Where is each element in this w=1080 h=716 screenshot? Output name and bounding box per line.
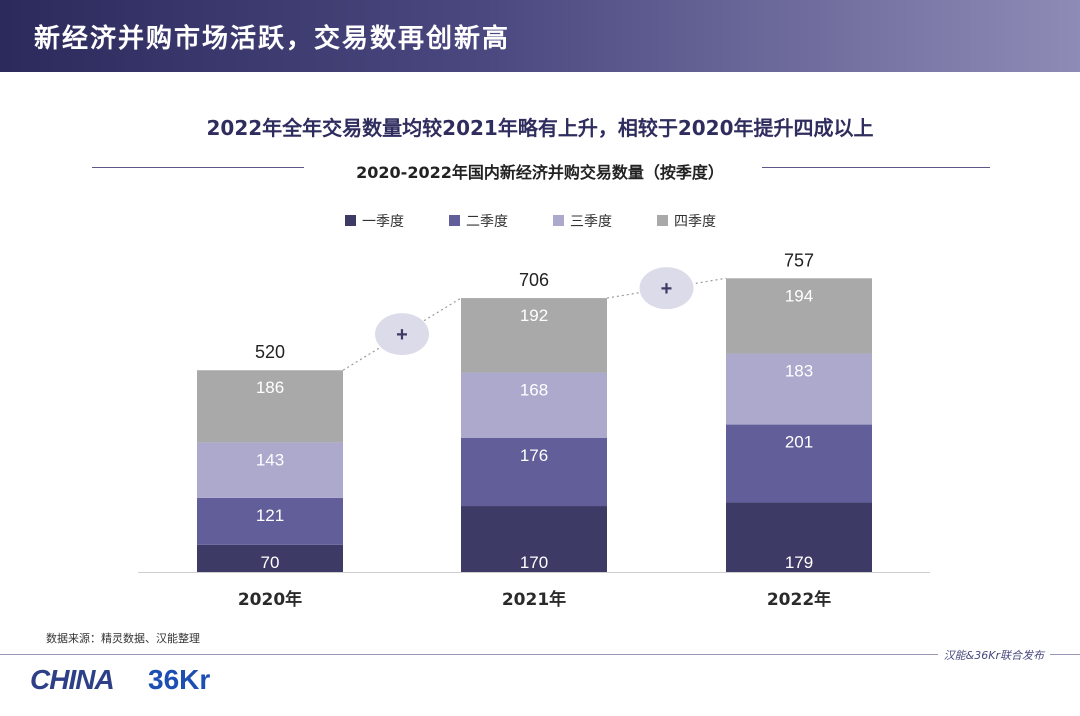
- total-label-3: 757: [784, 250, 814, 270]
- data-label-1-2: 121: [256, 506, 284, 525]
- title-divider-left: [92, 167, 304, 168]
- legend-label-1: 一季度: [362, 214, 404, 230]
- bar-segment-1-2: [197, 497, 343, 545]
- data-label-1-1: 70: [261, 553, 280, 572]
- bar-segment-1-3: [197, 442, 343, 498]
- data-label-1-3: 143: [256, 450, 284, 469]
- legend-label-4: 四季度: [674, 214, 716, 230]
- total-label-2: 706: [519, 270, 549, 290]
- plus-icon-1: +: [396, 324, 408, 346]
- bar-segment-3-3: [726, 353, 872, 425]
- legend-swatch-4: [657, 215, 668, 226]
- data-source-note: 数据来源：精灵数据、汉能整理: [46, 632, 200, 645]
- data-label-3-3: 183: [785, 362, 813, 381]
- publisher-note: 汉能&36Kr联合发布: [937, 647, 1050, 663]
- data-label-1-4: 186: [256, 378, 284, 397]
- legend-label-2: 二季度: [466, 214, 508, 230]
- bar-segment-1-4: [197, 370, 343, 443]
- data-label-3-4: 194: [785, 286, 813, 305]
- connector-line-1: [342, 297, 462, 371]
- headline: 2022年全年交易数量均较2021年略有上升，相较于2020年提升四成以上: [206, 116, 874, 140]
- title-divider-right: [762, 167, 990, 168]
- bar-segment-2-1: [461, 506, 607, 572]
- data-label-3-1: 179: [785, 553, 813, 572]
- x-tick-label-3: 2022年: [767, 589, 831, 610]
- bar-segment-2-2: [461, 437, 607, 507]
- x-tick-label-2: 2021年: [502, 589, 566, 610]
- chart-title: 2020-2022年国内新经济并购交易数量（按季度）: [356, 163, 724, 182]
- bar-segment-2-3: [461, 372, 607, 438]
- data-label-2-4: 192: [520, 306, 548, 325]
- plus-bubble-2: [639, 267, 694, 310]
- footer-divider: [0, 654, 1080, 655]
- data-label-2-2: 176: [520, 446, 548, 465]
- bar-segment-1-1: [197, 544, 343, 572]
- plus-bubble-1: [375, 313, 429, 356]
- total-label-1: 520: [255, 342, 285, 362]
- china-logo: CHINA: [30, 664, 115, 695]
- stacked-bar-chart: 一季度 二季度 三季度 四季度 70 121 143 186 520 2020年 170 176 168…: [138, 214, 930, 610]
- bar-segment-2-4: [461, 298, 607, 373]
- bar-segment-3-4: [726, 278, 872, 354]
- bar-segment-3-2: [726, 424, 872, 503]
- header-bar: 新经济并购市场活跃，交易数再创新高: [0, 0, 1080, 72]
- legend-swatch-3: [553, 215, 564, 226]
- page-title: 新经济并购市场活跃，交易数再创新高: [34, 24, 511, 54]
- data-label-2-3: 168: [520, 381, 548, 400]
- data-label-2-1: 170: [520, 553, 548, 572]
- legend-label-3: 三季度: [570, 214, 612, 230]
- x-tick-label-1: 2020年: [238, 589, 302, 610]
- legend-swatch-2: [449, 215, 460, 226]
- bar-segment-3-1: [726, 502, 872, 572]
- 36kr-logo: 36Kr: [148, 664, 211, 695]
- data-label-3-2: 201: [785, 433, 813, 452]
- legend-swatch-1: [345, 215, 356, 226]
- plus-icon-2: +: [661, 278, 673, 300]
